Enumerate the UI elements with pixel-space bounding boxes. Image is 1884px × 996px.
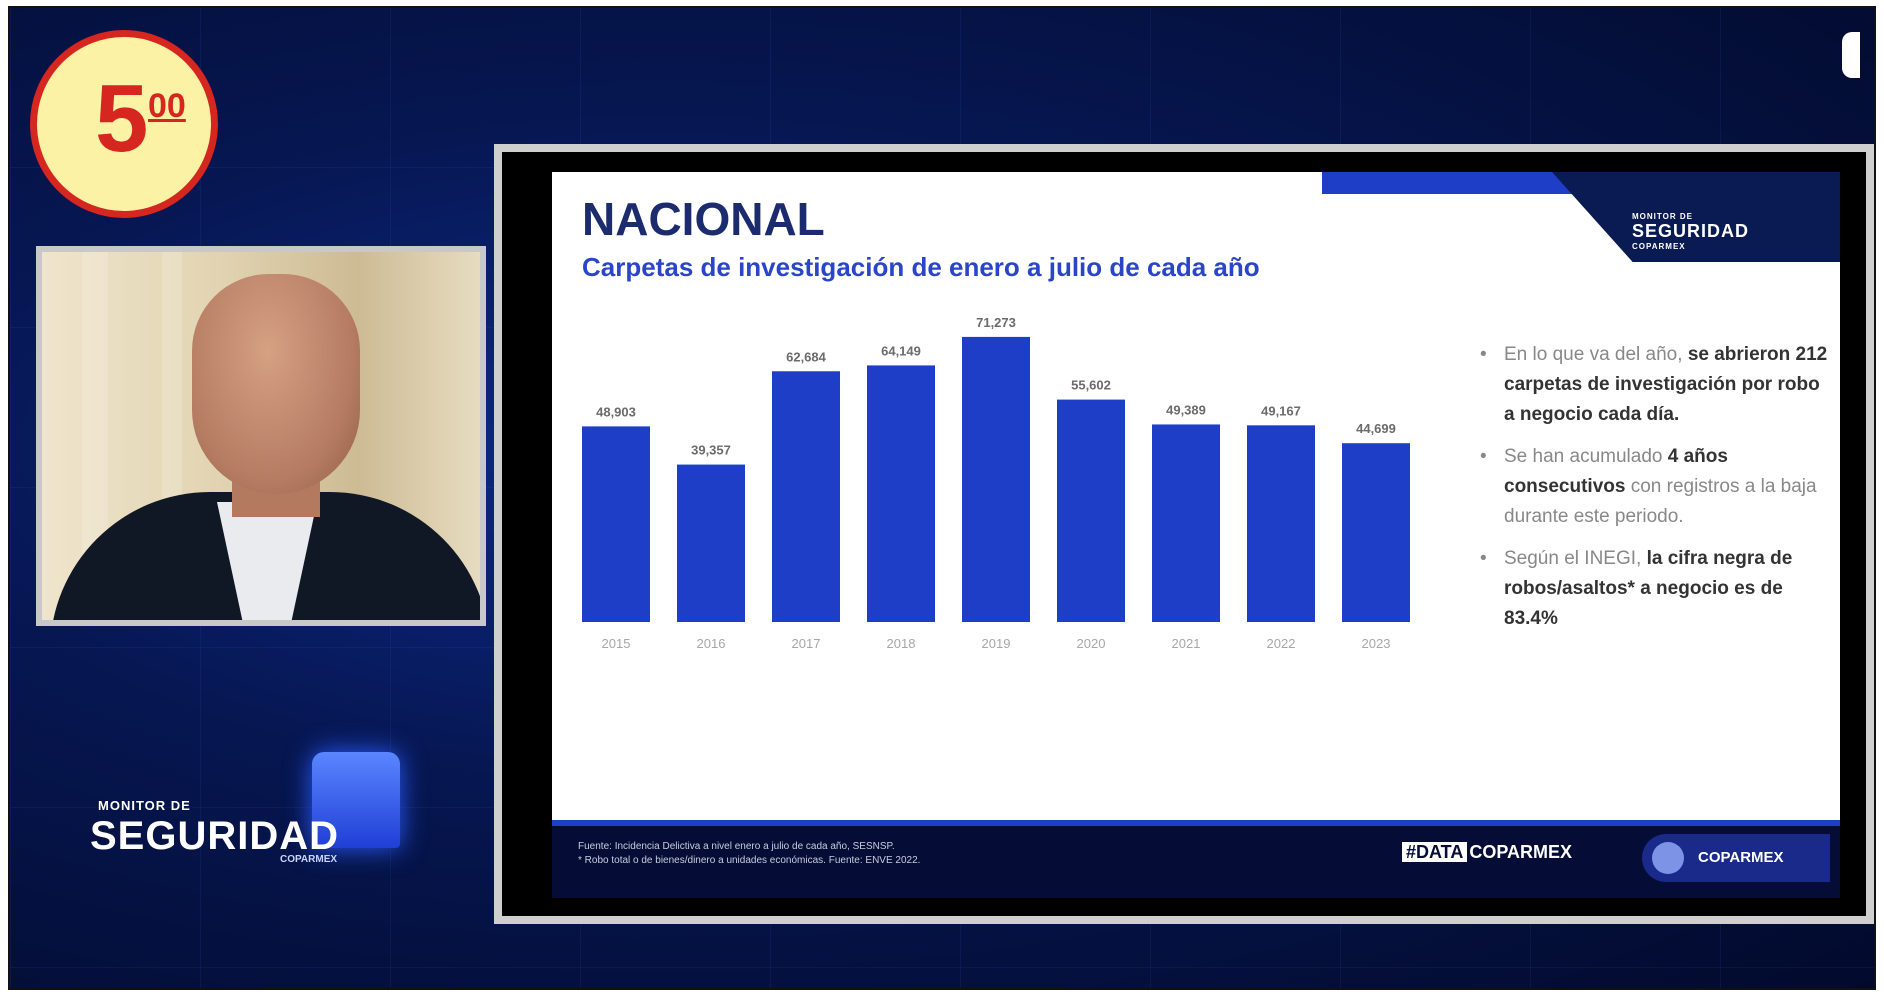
footer-source: Fuente: Incidencia Delictiva a nivel ene…	[578, 840, 920, 868]
x-tick-label: 2023	[1362, 636, 1391, 651]
coparmex-logo: COPARMEX	[1642, 834, 1830, 882]
x-tick-label: 2017	[792, 636, 821, 651]
slide-footer: Fuente: Incidencia Delictiva a nivel ene…	[552, 820, 1840, 898]
bar-2017	[772, 371, 840, 622]
monitor-seguridad-logo: MONITOR DE SEGURIDAD COPARMEX	[90, 746, 420, 876]
bullet-item: • En lo que va del año, se abrieron 212 c…	[1472, 340, 1832, 430]
bar-chart: 48,903 2015 39,357 2016 62,684 2017 64,149 2018…	[552, 172, 1452, 820]
slide-logo-main: SEGURIDAD	[1632, 221, 1749, 241]
x-tick-label: 2016	[697, 636, 726, 651]
value-label: 49,167	[1261, 403, 1301, 418]
bullet-dot: •	[1480, 340, 1487, 370]
value-label: 55,602	[1071, 378, 1111, 393]
badge-fraction: 00	[148, 89, 186, 123]
bullet-dot: •	[1480, 442, 1487, 472]
footer-source-line1: Fuente: Incidencia Delictiva a nivel ene…	[578, 840, 920, 854]
value-label: 48,903	[596, 404, 636, 419]
badge-value: 5	[95, 71, 148, 167]
coparmex-brand: COPARMEX	[1698, 849, 1784, 866]
footer-source-line2: * Robo total o de bienes/dinero a unidad…	[578, 854, 920, 868]
bullet-text: Según el INEGI,	[1504, 548, 1647, 569]
value-label: 62,684	[786, 349, 827, 364]
bar-2023	[1342, 443, 1410, 622]
x-tick-label: 2018	[887, 636, 916, 651]
value-label: 49,389	[1166, 402, 1206, 417]
bar-2020	[1057, 400, 1125, 622]
presentation-slide: MONITOR DE SEGURIDAD COPARMEX NACIONAL C…	[552, 172, 1840, 898]
bar-2019	[962, 337, 1030, 622]
bullet-item: • Según el INEGI, la cifra negra de robos…	[1472, 544, 1832, 634]
hashtag-prefix: #DATA	[1402, 842, 1467, 862]
x-tick-label: 2022	[1267, 636, 1296, 651]
slide-logo-bottom: COPARMEX	[1632, 242, 1749, 251]
bar-2016	[677, 465, 745, 622]
bar-2021	[1152, 424, 1220, 622]
bar-2022	[1247, 425, 1315, 622]
value-label: 44,699	[1356, 421, 1396, 436]
webcam-feed	[36, 246, 486, 626]
slide-logo-top: MONITOR DE	[1632, 212, 1749, 221]
hashtag: #DATA COPARMEX	[1402, 842, 1574, 863]
score-badge: 5 00	[30, 30, 218, 218]
slide-logo: MONITOR DE SEGURIDAD COPARMEX	[1632, 212, 1749, 251]
bullet-text: Se han acumulado	[1504, 446, 1668, 467]
logo-line3: COPARMEX	[280, 854, 337, 865]
bullet-item: • Se han acumulado 4 años consecutivos co…	[1472, 442, 1832, 532]
value-label: 64,149	[881, 343, 921, 358]
logo-line1: MONITOR DE	[98, 798, 191, 813]
bullet-dot: •	[1480, 544, 1487, 574]
hashtag-suffix: COPARMEX	[1469, 842, 1572, 862]
x-tick-label: 2020	[1077, 636, 1106, 651]
value-label: 39,357	[691, 443, 731, 458]
value-label: 71,273	[976, 315, 1016, 330]
corner-tab	[1842, 32, 1860, 78]
x-tick-label: 2015	[602, 636, 631, 651]
logo-line2: SEGURIDAD	[90, 814, 339, 859]
x-tick-label: 2021	[1172, 636, 1201, 651]
bar-2018	[867, 365, 935, 622]
bullet-text: En lo que va del año,	[1504, 344, 1688, 365]
coparmex-emblem-icon	[1652, 842, 1684, 874]
bar-2015	[582, 426, 650, 622]
speaker-head	[192, 274, 360, 494]
x-tick-label: 2019	[982, 636, 1011, 651]
bullet-list: • En lo que va del año, se abrieron 212 c…	[1472, 340, 1832, 646]
